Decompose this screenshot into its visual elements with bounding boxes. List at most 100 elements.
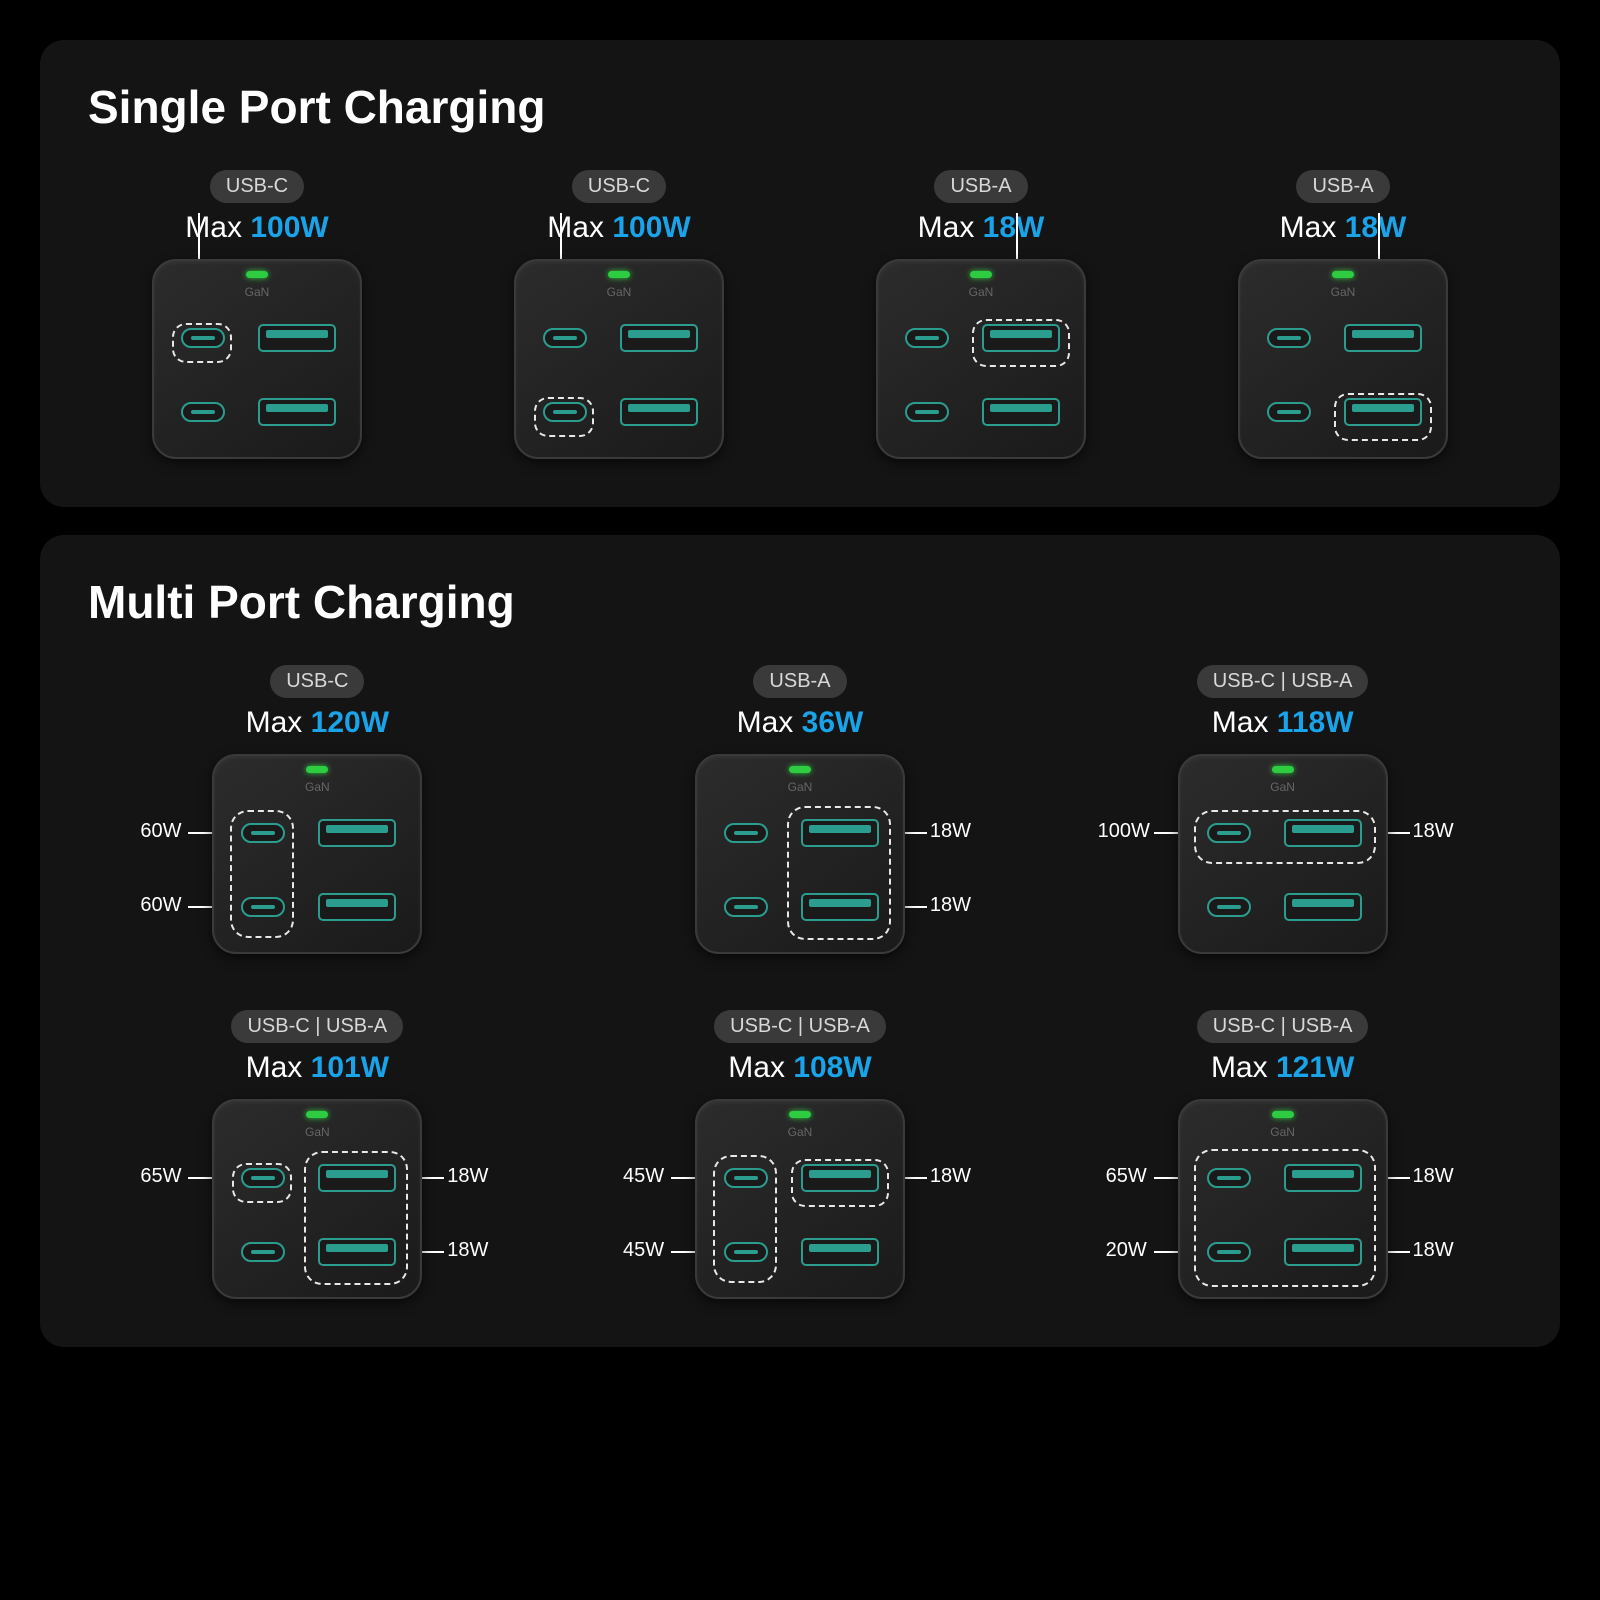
- usb-c-port-2: [241, 897, 285, 917]
- charger-body: GaN: [212, 1099, 422, 1299]
- gan-label: GaN: [245, 285, 270, 299]
- power-label-right-2: 18W: [447, 1239, 488, 1262]
- led-indicator: [789, 1111, 811, 1118]
- gan-label: GaN: [788, 780, 813, 794]
- max-label: Max: [1280, 211, 1337, 244]
- power-label-right-1: 18W: [1413, 1165, 1454, 1188]
- usb-a-port-1: [801, 1164, 879, 1192]
- gan-label: GaN: [305, 780, 330, 794]
- power-label-left-1: 65W: [1106, 1165, 1147, 1188]
- max-label: Max: [918, 211, 975, 244]
- max-value: 120W: [311, 706, 389, 739]
- usb-c-port-2: [1207, 1242, 1251, 1262]
- usb-c-port-1: [181, 328, 225, 348]
- port-area: [1198, 1151, 1368, 1279]
- usb-c-port-2: [905, 402, 949, 422]
- power-label-left-1: 60W: [140, 820, 181, 843]
- max-value: 18W: [1345, 211, 1407, 244]
- port-type-badge: USB-C: [210, 170, 304, 203]
- charger-body: GaN: [152, 259, 362, 459]
- single-item-1: USB-C Max 100W GaN: [88, 170, 426, 459]
- max-label: Max: [185, 211, 242, 244]
- single-item-4: USB-A Max 18W GaN: [1174, 170, 1512, 459]
- usb-a-port-2: [1284, 893, 1362, 921]
- led-indicator: [1272, 766, 1294, 773]
- gan-label: GaN: [788, 1125, 813, 1139]
- usb-a-port-2: [1344, 398, 1422, 426]
- multi-item-5: USB-C | USB-A Max 108W 45W 45W 18W GaN: [586, 1010, 1013, 1299]
- usb-a-port-2: [318, 1238, 396, 1266]
- max-power-line: Max 36W: [737, 706, 864, 740]
- charger-body: GaN: [1178, 754, 1388, 954]
- port-type-badge: USB-C: [572, 170, 666, 203]
- charger-wrap: 60W 60W GaN: [212, 754, 422, 954]
- port-type-badge: USB-C: [270, 665, 364, 698]
- charger-wrap: GaN: [1238, 259, 1448, 459]
- usb-c-port-2: [1207, 897, 1251, 917]
- port-area: [896, 311, 1066, 439]
- led-indicator: [306, 1111, 328, 1118]
- led-indicator: [789, 766, 811, 773]
- charger-wrap: 65W 20W 18W 18W GaN: [1178, 1099, 1388, 1299]
- multi-item-3: USB-C | USB-A Max 118W 100W 18W GaN: [1069, 665, 1496, 954]
- usb-c-port-2: [181, 402, 225, 422]
- port-type-badge: USB-C | USB-A: [1197, 665, 1369, 698]
- power-label-right-1: 18W: [1413, 820, 1454, 843]
- usb-c-port-1: [1207, 1168, 1251, 1188]
- port-area: [715, 1151, 885, 1279]
- max-label: Max: [728, 1051, 785, 1084]
- usb-c-port-1: [241, 823, 285, 843]
- usb-c-port-1: [905, 328, 949, 348]
- usb-a-port-2: [620, 398, 698, 426]
- max-value: 118W: [1277, 706, 1354, 739]
- max-power-line: Max 121W: [1211, 1051, 1354, 1085]
- multi-item-2: USB-A Max 36W 18W 18W GaN: [586, 665, 1013, 954]
- gan-label: GaN: [1331, 285, 1356, 299]
- max-power-line: Max 101W: [246, 1051, 389, 1085]
- max-value: 36W: [802, 706, 864, 739]
- port-area: [232, 806, 402, 934]
- max-power-line: Max 118W: [1212, 706, 1354, 740]
- led-indicator: [1272, 1111, 1294, 1118]
- usb-a-port-2: [801, 1238, 879, 1266]
- charger-wrap: GaN: [514, 259, 724, 459]
- power-label-left-1: 45W: [623, 1165, 664, 1188]
- max-value: 101W: [311, 1051, 389, 1084]
- usb-c-port-2: [1267, 402, 1311, 422]
- usb-a-port-1: [801, 819, 879, 847]
- max-label: Max: [246, 1051, 303, 1084]
- usb-a-port-1: [318, 1164, 396, 1192]
- charger-wrap: GaN: [876, 259, 1086, 459]
- charger-wrap: GaN: [152, 259, 362, 459]
- led-indicator: [306, 766, 328, 773]
- usb-a-port-1: [258, 324, 336, 352]
- multi-row-2: USB-C | USB-A Max 101W 65W 18W 18W GaN: [88, 1010, 1512, 1299]
- single-port-section: Single Port Charging USB-C Max 100W GaN: [40, 40, 1560, 507]
- max-value: 100W: [612, 211, 690, 244]
- charger-body: GaN: [1178, 1099, 1388, 1299]
- charger-body: GaN: [1238, 259, 1448, 459]
- gan-label: GaN: [305, 1125, 330, 1139]
- port-area: [534, 311, 704, 439]
- max-value: 108W: [793, 1051, 871, 1084]
- port-type-badge: USB-A: [934, 170, 1027, 203]
- power-label-left-1: 100W: [1098, 820, 1150, 843]
- single-item-2: USB-C Max 100W GaN: [450, 170, 788, 459]
- multi-item-1: USB-C Max 120W 60W 60W GaN: [104, 665, 531, 954]
- usb-a-port-1: [318, 819, 396, 847]
- led-indicator: [970, 271, 992, 278]
- port-type-badge: USB-A: [1296, 170, 1389, 203]
- usb-c-port-2: [241, 1242, 285, 1262]
- port-type-badge: USB-C | USB-A: [231, 1010, 403, 1043]
- power-label-right-1: 18W: [930, 1165, 971, 1188]
- gan-label: GaN: [969, 285, 994, 299]
- max-value: 100W: [250, 211, 328, 244]
- usb-c-port-1: [724, 1168, 768, 1188]
- usb-a-port-2: [1284, 1238, 1362, 1266]
- usb-a-port-1: [1284, 1164, 1362, 1192]
- port-type-badge: USB-C | USB-A: [714, 1010, 886, 1043]
- led-indicator: [1332, 271, 1354, 278]
- max-power-line: Max 120W: [246, 706, 389, 740]
- usb-c-port-2: [724, 897, 768, 917]
- usb-a-port-2: [258, 398, 336, 426]
